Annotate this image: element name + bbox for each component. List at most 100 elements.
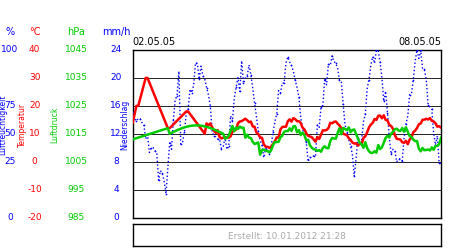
Point [199,74,207,78]
Point [428,107,435,111]
Text: 10: 10 [29,129,40,138]
Point [365,78,373,82]
Point [410,78,417,82]
Point [417,48,424,52]
Point [314,123,321,127]
Point [270,130,277,134]
Point [432,143,439,147]
Text: -10: -10 [27,185,42,194]
Point [133,119,140,123]
Point [332,61,339,65]
Point [177,142,184,146]
Point [406,92,413,96]
Text: 995: 995 [68,185,85,194]
Text: 16: 16 [110,101,122,110]
Point [424,102,432,106]
Point [140,123,148,127]
Point [306,156,314,160]
Point [387,152,395,156]
Text: -20: -20 [27,213,42,222]
Point [236,90,243,94]
Text: 0: 0 [32,157,37,166]
Point [377,60,384,64]
Point [310,154,317,158]
Point [414,48,421,52]
Point [144,132,151,136]
Point [347,144,354,148]
Text: hPa: hPa [68,28,86,38]
Text: Luftfeuchtigkeit: Luftfeuchtigkeit [0,95,7,155]
Point [362,112,369,116]
Point [148,146,155,150]
Text: 1045: 1045 [65,46,88,54]
Point [317,106,324,110]
Point [395,157,402,161]
Point [303,140,310,144]
Point [203,86,210,89]
Point [229,119,236,123]
Point [251,101,258,105]
Text: 20: 20 [110,74,122,82]
Text: mm/h: mm/h [102,28,130,38]
Point [421,67,428,71]
Text: 20: 20 [29,101,40,110]
Point [136,117,144,121]
Text: 0: 0 [113,213,119,222]
Point [166,141,173,145]
Text: Luftdruck: Luftdruck [50,107,59,143]
Point [321,77,328,81]
Point [380,99,387,103]
Point [225,144,232,148]
Text: 1035: 1035 [65,74,88,82]
Point [221,136,229,140]
Point [328,54,336,58]
Text: 100: 100 [1,46,18,54]
Text: Niederschlag: Niederschlag [121,100,130,150]
Point [295,95,302,99]
Point [218,146,225,150]
Text: 12: 12 [110,129,122,138]
Text: 985: 985 [68,213,85,222]
Point [258,144,265,148]
Text: 4: 4 [113,185,119,194]
Text: 75: 75 [4,101,16,110]
Point [162,192,170,196]
Point [336,78,343,82]
Point [391,149,398,153]
Point [384,110,391,114]
Text: 30: 30 [29,74,40,82]
Text: 08.05.05: 08.05.05 [398,37,441,47]
Point [284,55,292,59]
Point [155,178,162,182]
Point [151,149,158,153]
Text: °C: °C [29,28,40,38]
Point [240,81,247,85]
Point [373,48,380,52]
Point [343,130,351,134]
Point [192,61,199,65]
Text: 40: 40 [29,46,40,54]
Point [325,62,332,66]
Text: 0: 0 [7,213,13,222]
Text: %: % [5,28,14,38]
Text: 50: 50 [4,129,16,138]
Point [173,94,180,98]
Point [255,129,262,133]
Text: 1025: 1025 [65,101,88,110]
Text: 1005: 1005 [65,157,88,166]
Point [358,138,365,142]
Point [262,146,269,150]
Text: Erstellt: 10.01.2012 21:28: Erstellt: 10.01.2012 21:28 [228,232,346,240]
Point [369,54,376,58]
Point [184,107,192,111]
Point [402,122,410,126]
Point [159,172,166,175]
Text: 02.05.05: 02.05.05 [133,37,176,47]
Text: Temperatur: Temperatur [18,103,27,147]
Point [214,137,221,141]
Point [399,159,406,163]
Point [266,152,273,156]
Point [288,64,295,68]
Text: 24: 24 [111,46,122,54]
Point [351,174,358,178]
